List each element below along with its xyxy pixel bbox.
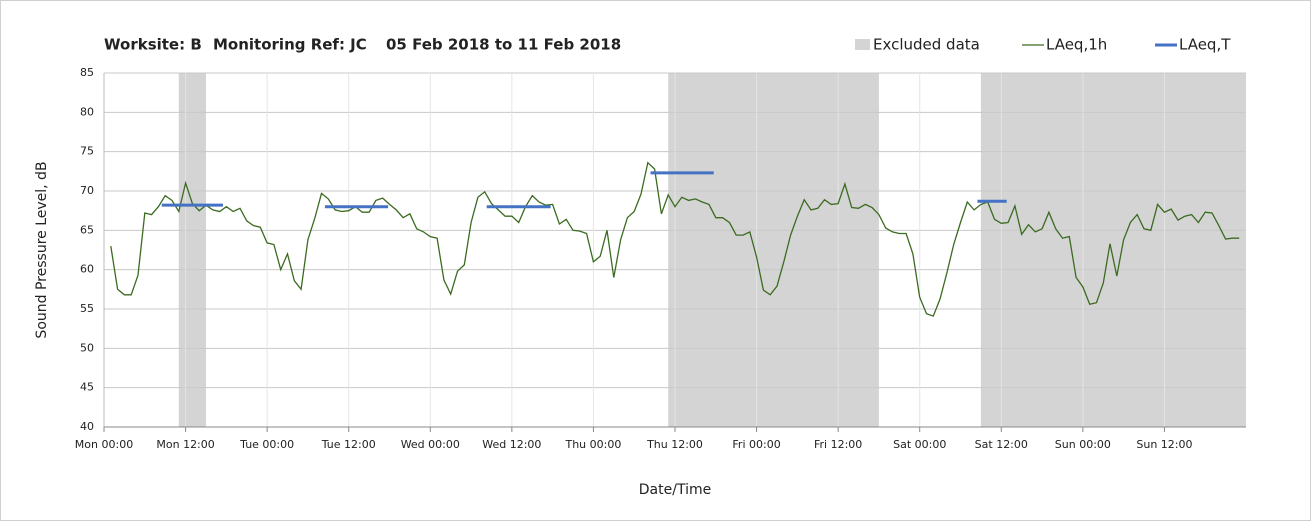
y-tick-label: 40 <box>80 420 94 433</box>
x-tick-label: Sat 00:00 <box>893 438 946 451</box>
y-tick-label: 45 <box>80 381 94 394</box>
x-tick-label: Sun 12:00 <box>1136 438 1192 451</box>
excluded-range <box>178 73 206 427</box>
x-tick-label: Tue 12:00 <box>321 438 376 451</box>
x-tick-label: Mon 12:00 <box>156 438 214 451</box>
y-tick-label: 70 <box>80 184 94 197</box>
chart-title: 05 Feb 2018 to 11 Feb 2018 <box>386 36 621 54</box>
x-tick-label: Sat 12:00 <box>975 438 1028 451</box>
x-tick-label: Wed 00:00 <box>401 438 460 451</box>
laeq-1h-line <box>110 161 1240 317</box>
x-tick-label: Tue 00:00 <box>239 438 294 451</box>
y-tick-label: 65 <box>80 223 94 236</box>
x-tick-label: Mon 00:00 <box>75 438 133 451</box>
x-tick-label: Thu 00:00 <box>564 438 621 451</box>
legend-label: LAeq,1h <box>1046 36 1107 54</box>
x-axis-label: Date/Time <box>639 482 711 498</box>
x-tick-label: Fri 12:00 <box>814 438 862 451</box>
chart-title: Worksite: B <box>104 36 202 54</box>
x-tick-label: Fri 00:00 <box>732 438 780 451</box>
x-tick-label: Wed 12:00 <box>482 438 541 451</box>
chart-title: Monitoring Ref: JC <box>213 36 367 54</box>
excluded-range <box>980 73 1246 427</box>
excluded-range <box>668 73 879 427</box>
background-layer <box>178 73 1246 427</box>
y-tick-label: 75 <box>80 145 94 158</box>
y-tick-label: 50 <box>80 341 94 354</box>
legend-label: LAeq,T <box>1179 36 1231 54</box>
x-tick-label: Sun 00:00 <box>1055 438 1111 451</box>
y-axis-label: Sound Pressure Level, dB <box>34 161 50 338</box>
y-tick-label: 60 <box>80 263 94 276</box>
legend-label: Excluded data <box>873 36 980 54</box>
y-tick-label: 80 <box>80 105 94 118</box>
y-tick-label: 55 <box>80 302 94 315</box>
x-tick-label: Thu 12:00 <box>646 438 703 451</box>
legend-swatch <box>855 39 870 50</box>
y-tick-label: 85 <box>80 66 94 79</box>
